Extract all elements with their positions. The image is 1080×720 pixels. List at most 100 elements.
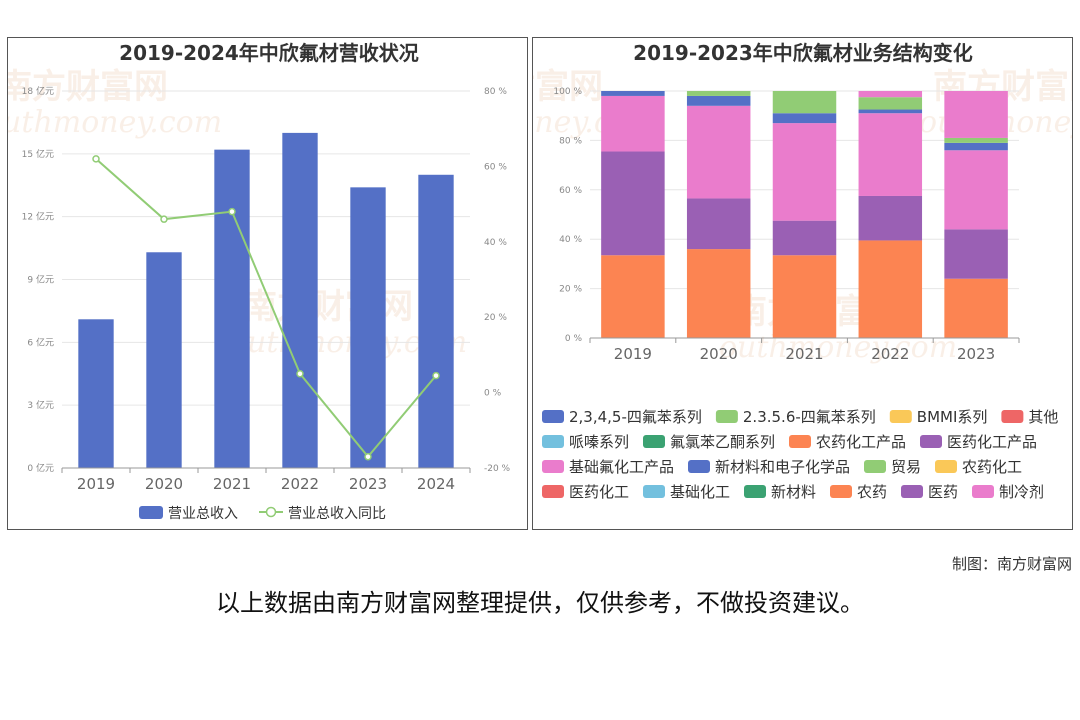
legend-item[interactable]: 农药化工产品	[789, 433, 906, 451]
stacked-bar	[858, 91, 923, 338]
bar-segment	[944, 91, 1008, 138]
bar-segment	[772, 255, 837, 338]
legend-label: 制冷剂	[999, 483, 1044, 501]
bar-segment	[858, 240, 923, 338]
legend-item[interactable]: 医药化工	[542, 483, 629, 501]
chart-credit: 制图：南方财富网	[951, 555, 1072, 573]
watermark-en: outhmoney.com	[8, 105, 222, 140]
x-tick-label: 2019	[614, 345, 652, 363]
legend-label: 2,3,4,5-四氟苯系列	[569, 408, 702, 426]
revenue-bar	[146, 252, 182, 468]
stacked-bar	[772, 91, 837, 338]
bar-segment	[944, 150, 1008, 230]
y-right-tick-label: -20 %	[484, 464, 511, 474]
legend-swatch	[542, 410, 564, 423]
legend-swatch	[139, 506, 163, 519]
legend-swatch	[744, 485, 767, 498]
legend-label: 农药化工产品	[816, 433, 906, 451]
legend-item[interactable]: 2,3,4,5-四氟苯系列	[542, 408, 702, 426]
legend-marker	[265, 506, 277, 518]
legend-swatch	[901, 485, 924, 498]
legend-swatch	[789, 435, 812, 448]
legend-label: 氟氯苯乙酮系列	[670, 433, 775, 451]
business-structure-chart-panel: 南方财富网outhmoney.com南方财富网outhmoney.com南方财富…	[532, 37, 1073, 530]
x-tick-label: 2020	[145, 475, 183, 493]
legend-label: 农药	[857, 483, 887, 501]
bar-segment	[858, 109, 923, 114]
bar-segment	[944, 229, 1008, 279]
stacked-bar	[601, 91, 665, 338]
x-tick-label: 2020	[700, 345, 738, 363]
legend-item[interactable]: 氟氯苯乙酮系列	[643, 433, 775, 451]
legend-label: 哌嗪系列	[569, 433, 629, 451]
legend-item[interactable]: 农药	[830, 483, 887, 501]
legend-swatch	[864, 460, 887, 473]
watermark-cn: 南方财富网	[8, 67, 168, 107]
revenue-bar	[282, 132, 318, 468]
legend-label: 营业总收入同比	[288, 506, 386, 522]
legend-label: 其他	[1028, 408, 1058, 426]
legend-label: 新材料	[771, 483, 816, 501]
legend-item[interactable]: 2.3.5.6-四氟苯系列	[715, 408, 876, 426]
legend-swatch	[889, 410, 912, 423]
legend-item[interactable]: 农药化工	[935, 458, 1022, 476]
legend-item[interactable]: 哌嗪系列	[542, 433, 629, 451]
legend-item[interactable]: BMMI系列	[889, 408, 988, 426]
legend-item-yoy[interactable]: 营业总收入同比	[259, 506, 386, 522]
legend-swatch	[542, 485, 564, 498]
legend-item[interactable]: 基础化工	[643, 483, 730, 501]
legend-item[interactable]: 制冷剂	[972, 483, 1044, 501]
legend-label: 医药化工	[569, 483, 629, 501]
legend-label: 医药化工产品	[947, 433, 1037, 451]
x-tick-label: 2024	[417, 475, 455, 493]
bar-segment	[858, 97, 923, 110]
legend-item[interactable]: 医药化工产品	[920, 433, 1037, 451]
legend-item[interactable]: 新材料和电子化学品	[688, 458, 850, 476]
y-left-tick-label: 15 亿元	[22, 148, 54, 160]
bar-segment	[772, 220, 837, 256]
y-left-tick-label: 18 亿元	[22, 85, 54, 97]
legend-label: 医药	[928, 483, 958, 501]
legend-item[interactable]: 新材料	[744, 483, 816, 501]
bar-segment	[686, 91, 751, 96]
bar-segment	[686, 249, 751, 338]
y-left-tick-label: 12 亿元	[22, 211, 54, 223]
legend-item-revenue[interactable]: 营业总收入	[139, 506, 238, 522]
legend-item[interactable]: 基础氟化工产品	[542, 458, 674, 476]
revenue-bar	[350, 187, 386, 468]
legend-label: 新材料和电子化学品	[715, 458, 850, 476]
x-tick-label: 2022	[281, 475, 319, 493]
revenue-bar	[214, 149, 250, 468]
legend-item[interactable]: 其他	[1001, 408, 1058, 426]
legend-swatch	[643, 435, 666, 448]
x-tick-label: 2019	[77, 475, 115, 493]
y-tick-label: 80 %	[559, 136, 582, 146]
chart-title: 2019-2024年中欣氟材营收状况	[119, 41, 419, 65]
bar-segment	[772, 91, 837, 114]
yoy-point	[92, 155, 100, 163]
disclaimer-text: 以上数据由南方财富网整理提供，仅供参考，不做投资建议。	[216, 589, 864, 617]
bar-segment	[858, 195, 923, 241]
legend-label: 贸易	[891, 458, 921, 476]
x-tick-label: 2021	[213, 475, 251, 493]
y-left-tick-label: 9 亿元	[27, 274, 54, 286]
y-tick-label: 60 %	[559, 186, 582, 196]
bar-segment	[944, 137, 1008, 143]
yoy-point	[364, 452, 372, 461]
watermark-cn: 南方财富网	[243, 287, 413, 327]
legend-swatch	[542, 460, 564, 473]
y-right-tick-label: 60 %	[484, 162, 507, 172]
legend-item[interactable]: 医药	[901, 483, 958, 501]
legend-item[interactable]: 贸易	[864, 458, 921, 476]
chart-title: 2019-2023年中欣氟材业务结构变化	[633, 41, 973, 65]
legend-swatch	[715, 410, 738, 423]
stacked-bar	[686, 91, 751, 338]
y-tick-label: 100 %	[553, 87, 582, 97]
y-right-tick-label: 20 %	[484, 313, 507, 323]
y-tick-label: 0 %	[565, 334, 583, 344]
bar-segment	[944, 142, 1008, 151]
y-right-tick-label: 0 %	[484, 389, 502, 399]
